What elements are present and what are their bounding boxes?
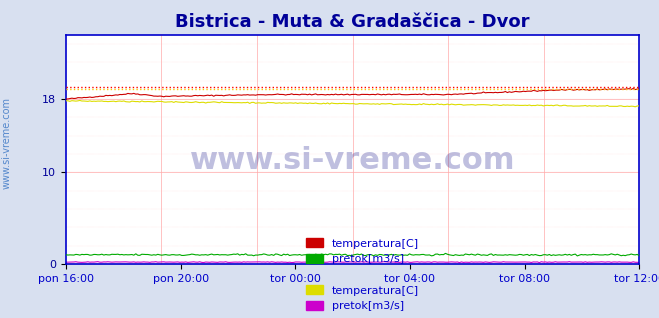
Text: www.si-vreme.com: www.si-vreme.com [190, 146, 515, 176]
Title: Bistrica - Muta & Gradaščica - Dvor: Bistrica - Muta & Gradaščica - Dvor [175, 13, 530, 31]
Legend: temperatura[C], pretok[m3/s], , temperatura[C], pretok[m3/s]: temperatura[C], pretok[m3/s], , temperat… [302, 234, 423, 316]
Text: www.si-vreme.com: www.si-vreme.com [1, 97, 12, 189]
